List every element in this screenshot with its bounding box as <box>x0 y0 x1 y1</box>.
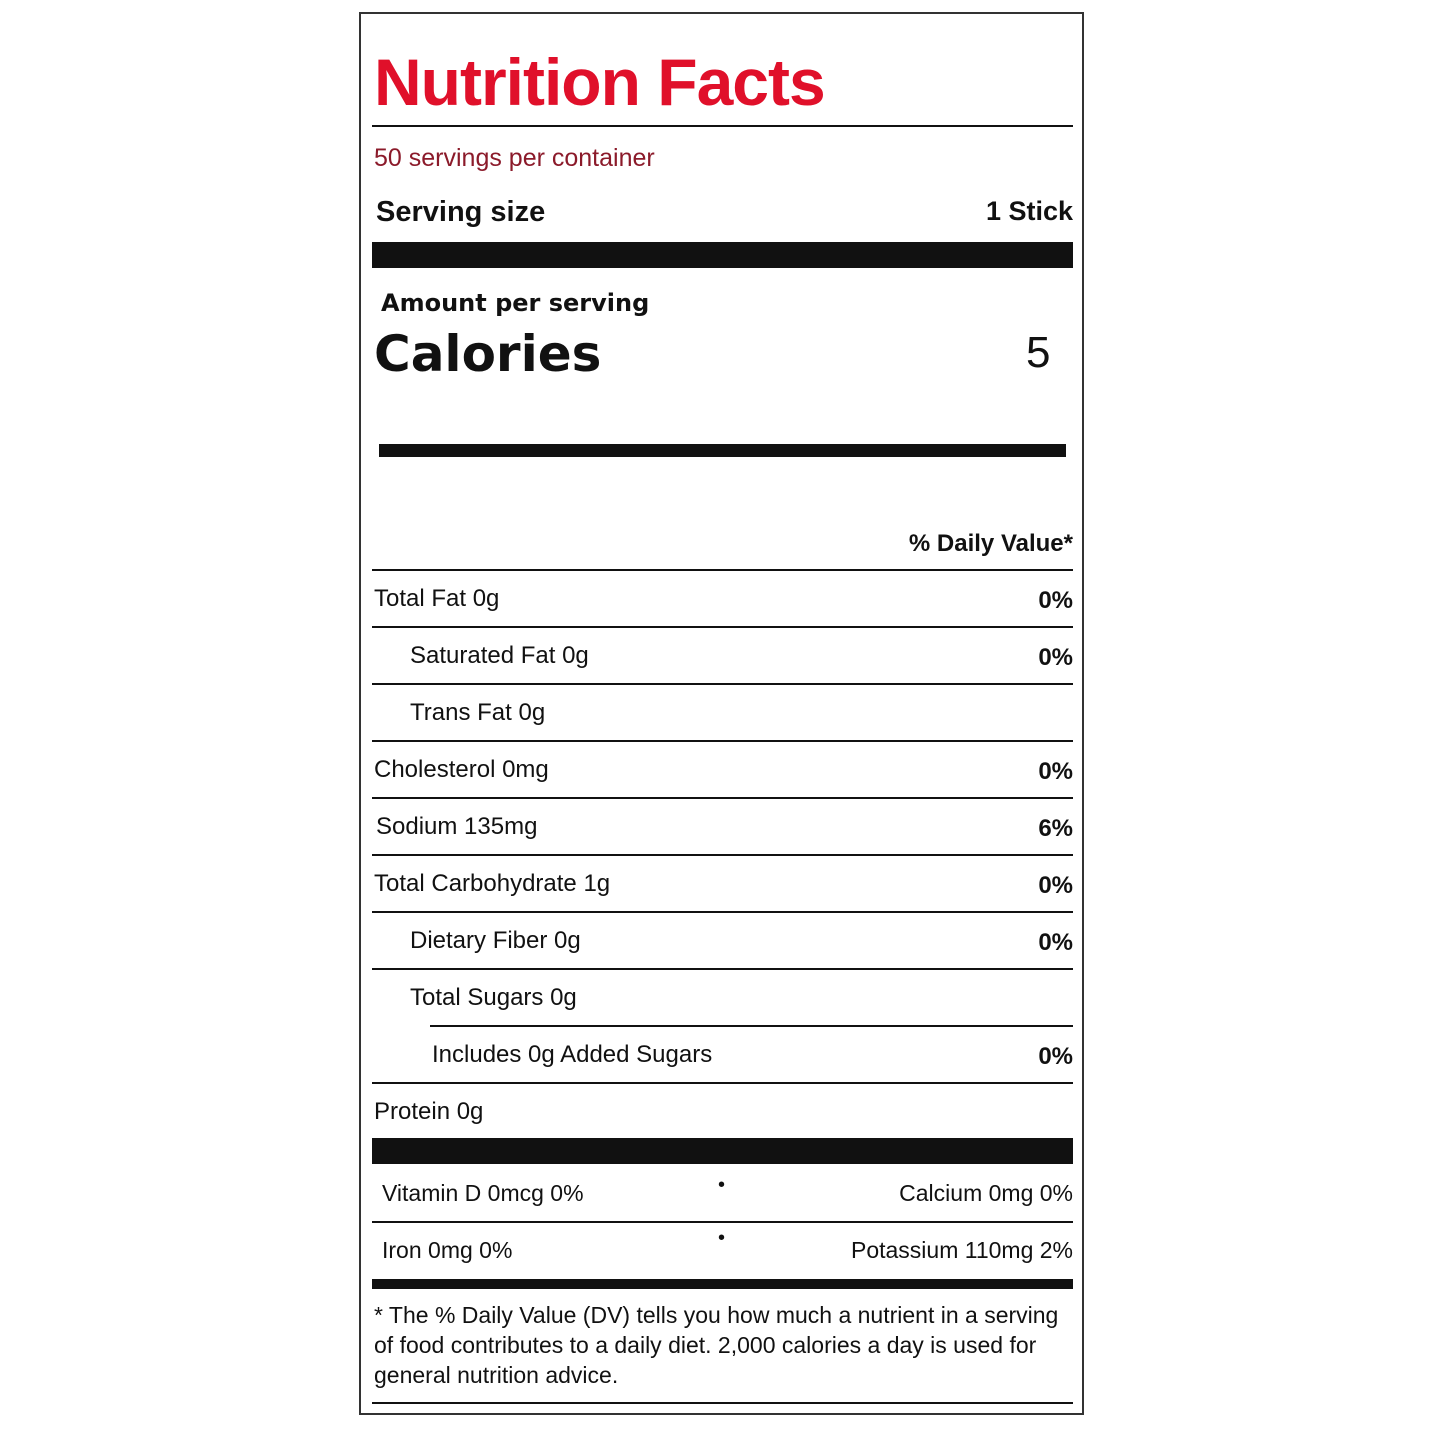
calories-label: Calories <box>374 325 602 383</box>
nutrient-daily-value: 0% <box>1038 587 1073 614</box>
nutrient-daily-value: 6% <box>1038 815 1073 842</box>
servings-per-container: 50 servings per container <box>374 144 655 172</box>
bullet: • <box>718 1174 726 1196</box>
nutrient-row: Cholesterol 0mg 0% <box>372 742 1073 798</box>
amount-per-serving: Amount per serving <box>381 289 650 317</box>
footnote: * The % Daily Value (DV) tells you how m… <box>374 1302 1059 1388</box>
daily-value-header: % Daily Value* <box>908 530 1073 557</box>
divider <box>372 740 1073 742</box>
divider <box>372 1402 1073 1404</box>
nutrient-row: Total Fat 0g 0% <box>372 571 1073 627</box>
nutrient-row: Protein 0g <box>372 1084 1073 1140</box>
divider <box>372 968 1073 970</box>
thick-divider <box>372 1279 1073 1289</box>
divider <box>372 125 1073 127</box>
nutrient-label: Includes 0g Added Sugars <box>432 1041 713 1068</box>
divider <box>372 854 1073 856</box>
nutrient-daily-value: 0% <box>1038 872 1073 899</box>
iron: Iron 0mg 0% <box>382 1237 513 1263</box>
nutrient-label: Dietary Fiber 0g <box>410 927 581 954</box>
nutrient-daily-value: 0% <box>1038 929 1073 956</box>
nutrient-row: Includes 0g Added Sugars 0% <box>372 1027 1073 1083</box>
vitamin-row: Vitamin D 0mcg 0% • Calcium 0mg 0% <box>372 1166 1073 1222</box>
thick-divider <box>372 242 1073 268</box>
nutrient-row: Sodium 135mg 6% <box>372 799 1073 855</box>
nutrient-label: Total Fat 0g <box>374 585 500 612</box>
nutrient-label: Cholesterol 0mg <box>374 756 549 783</box>
divider <box>372 569 1073 571</box>
thick-divider <box>372 1138 1073 1164</box>
nutrition-label <box>359 12 1084 1415</box>
bullet: • <box>718 1227 726 1249</box>
potassium: Potassium 110mg 2% <box>850 1237 1073 1263</box>
nutrient-row: Saturated Fat 0g 0% <box>372 628 1073 684</box>
divider <box>430 1025 1073 1027</box>
thick-divider <box>379 444 1066 457</box>
nutrient-label: Trans Fat 0g <box>410 699 546 726</box>
vitamin-row: Iron 0mg 0% • Potassium 110mg 2% <box>372 1223 1073 1279</box>
divider <box>372 911 1073 913</box>
nutrient-label: Total Sugars 0g <box>410 984 577 1011</box>
nutrient-label: Sodium 135mg <box>376 813 538 840</box>
label-title: Nutrition Facts <box>374 45 826 119</box>
divider <box>372 683 1073 685</box>
nutrient-daily-value: 0% <box>1038 758 1073 785</box>
nutrient-daily-value: 0% <box>1038 644 1073 671</box>
serving-size-label: Serving size <box>376 196 546 228</box>
nutrient-row: Dietary Fiber 0g 0% <box>372 913 1073 969</box>
nutrient-row: Total Sugars 0g <box>372 970 1073 1026</box>
divider <box>372 797 1073 799</box>
nutrient-row: Total Carbohydrate 1g 0% <box>372 856 1073 912</box>
nutrient-row: Trans Fat 0g <box>372 685 1073 741</box>
nutrient-label: Protein 0g <box>374 1098 484 1125</box>
divider <box>372 626 1073 628</box>
calcium: Calcium 0mg 0% <box>899 1180 1073 1206</box>
calories-value: 5 <box>1026 328 1051 377</box>
nutrient-label: Total Carbohydrate 1g <box>374 870 611 897</box>
serving-size-value: 1 Stick <box>985 196 1073 226</box>
nutrient-daily-value: 0% <box>1038 1043 1073 1070</box>
vitamin-d: Vitamin D 0mcg 0% <box>382 1180 584 1206</box>
divider <box>372 1221 1073 1223</box>
nutrient-label: Saturated Fat 0g <box>410 642 589 669</box>
divider <box>372 1082 1073 1084</box>
